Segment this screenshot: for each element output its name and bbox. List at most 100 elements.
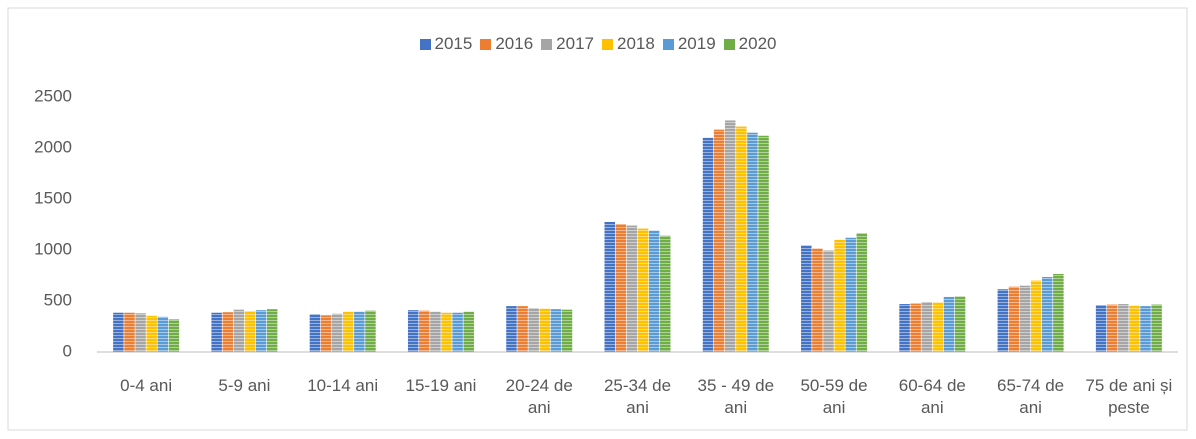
bar xyxy=(550,309,562,352)
bar xyxy=(222,312,234,352)
y-tick-label: 500 xyxy=(44,290,72,309)
legend-item: 2017 xyxy=(541,34,594,54)
bar xyxy=(452,312,463,352)
bar xyxy=(441,312,452,352)
bar xyxy=(921,302,933,352)
bar xyxy=(1118,304,1129,352)
bar xyxy=(758,135,769,352)
bar xyxy=(834,239,845,352)
bar xyxy=(463,311,474,352)
bar xyxy=(1030,280,1042,352)
bar xyxy=(1019,285,1031,352)
bar xyxy=(517,306,528,352)
bar xyxy=(1041,277,1053,352)
y-tick-label: 0 xyxy=(63,341,72,360)
bar xyxy=(430,311,441,352)
y-tick-label: 1500 xyxy=(34,188,72,207)
chart-frame xyxy=(7,7,1188,431)
bar xyxy=(736,126,747,352)
bar xyxy=(648,230,660,352)
bar xyxy=(157,316,169,352)
bar xyxy=(747,132,758,352)
bar xyxy=(354,311,365,352)
bar xyxy=(506,306,517,352)
x-tick-label: 15-19 ani xyxy=(405,376,477,395)
bar xyxy=(626,225,638,352)
legend-item: 2018 xyxy=(602,34,655,54)
bar xyxy=(211,312,222,352)
bar xyxy=(124,312,135,352)
x-tick-label: 0-4 ani xyxy=(120,376,173,395)
bar xyxy=(856,233,868,352)
bar xyxy=(1151,304,1162,352)
legend-label: 2019 xyxy=(677,34,716,53)
y-tick-label: 2000 xyxy=(34,137,72,156)
legend-label: 2020 xyxy=(738,34,777,53)
bar xyxy=(233,309,245,352)
x-tick-label: 20-24 de ani xyxy=(505,376,573,417)
bar xyxy=(331,313,343,352)
bar xyxy=(1129,305,1140,352)
legend: 2015 2016 2017 2018 2019 2020 xyxy=(0,34,1196,54)
bar xyxy=(419,310,430,352)
bar xyxy=(823,250,834,352)
bar xyxy=(244,311,256,352)
bar xyxy=(943,296,955,352)
bar xyxy=(168,319,180,352)
x-tick-label: 75 de ani și peste xyxy=(1085,376,1173,417)
bar xyxy=(932,302,944,352)
bar xyxy=(954,296,966,352)
bar xyxy=(365,310,376,352)
bar xyxy=(660,235,671,352)
bar xyxy=(1140,306,1151,352)
x-tick-label: 50-59 de ani xyxy=(800,376,868,417)
x-tick-label: 10-14 ani xyxy=(307,376,379,395)
bar xyxy=(255,310,267,352)
bar xyxy=(342,311,354,352)
legend-label: 2018 xyxy=(617,34,655,53)
x-tick-label: 5-9 ani xyxy=(218,376,271,395)
bar xyxy=(1106,304,1118,352)
bar xyxy=(637,228,649,352)
bar xyxy=(899,304,910,352)
bar xyxy=(135,313,146,352)
bar xyxy=(146,315,157,352)
y-tick-label: 2500 xyxy=(34,86,72,105)
x-tick-label: 25-34 de ani xyxy=(603,376,672,417)
bar xyxy=(615,223,627,352)
bar xyxy=(113,312,124,352)
x-tick-label: 60-64 de ani xyxy=(898,376,966,417)
x-tick-label: 65-74 de ani xyxy=(997,376,1065,417)
bar xyxy=(266,309,278,352)
bar xyxy=(320,315,332,352)
bar xyxy=(845,237,856,352)
bar xyxy=(604,221,615,352)
legend-swatch xyxy=(541,38,553,50)
legend-swatch xyxy=(480,38,492,50)
bar xyxy=(528,308,539,352)
bar xyxy=(539,308,551,352)
bar xyxy=(812,248,823,352)
legend-item: 2020 xyxy=(723,34,777,54)
legend-label: 2017 xyxy=(556,34,594,53)
bar xyxy=(801,245,812,352)
y-tick-label: 1000 xyxy=(34,239,72,258)
bar xyxy=(910,303,921,352)
legend-swatch xyxy=(419,38,431,50)
legend-label: 2015 xyxy=(434,34,473,53)
bar xyxy=(561,309,573,352)
legend-swatch xyxy=(662,38,674,50)
legend-item: 2015 xyxy=(419,34,473,54)
x-tick-label: 35 - 49 de ani xyxy=(697,376,775,417)
bar xyxy=(407,310,419,352)
bar xyxy=(1095,305,1107,352)
bar xyxy=(1053,273,1064,352)
legend-swatch xyxy=(723,38,735,50)
bar xyxy=(309,314,321,352)
bar xyxy=(702,137,714,352)
bar xyxy=(724,120,736,353)
legend-label: 2016 xyxy=(495,34,534,53)
legend-swatch xyxy=(602,38,613,50)
